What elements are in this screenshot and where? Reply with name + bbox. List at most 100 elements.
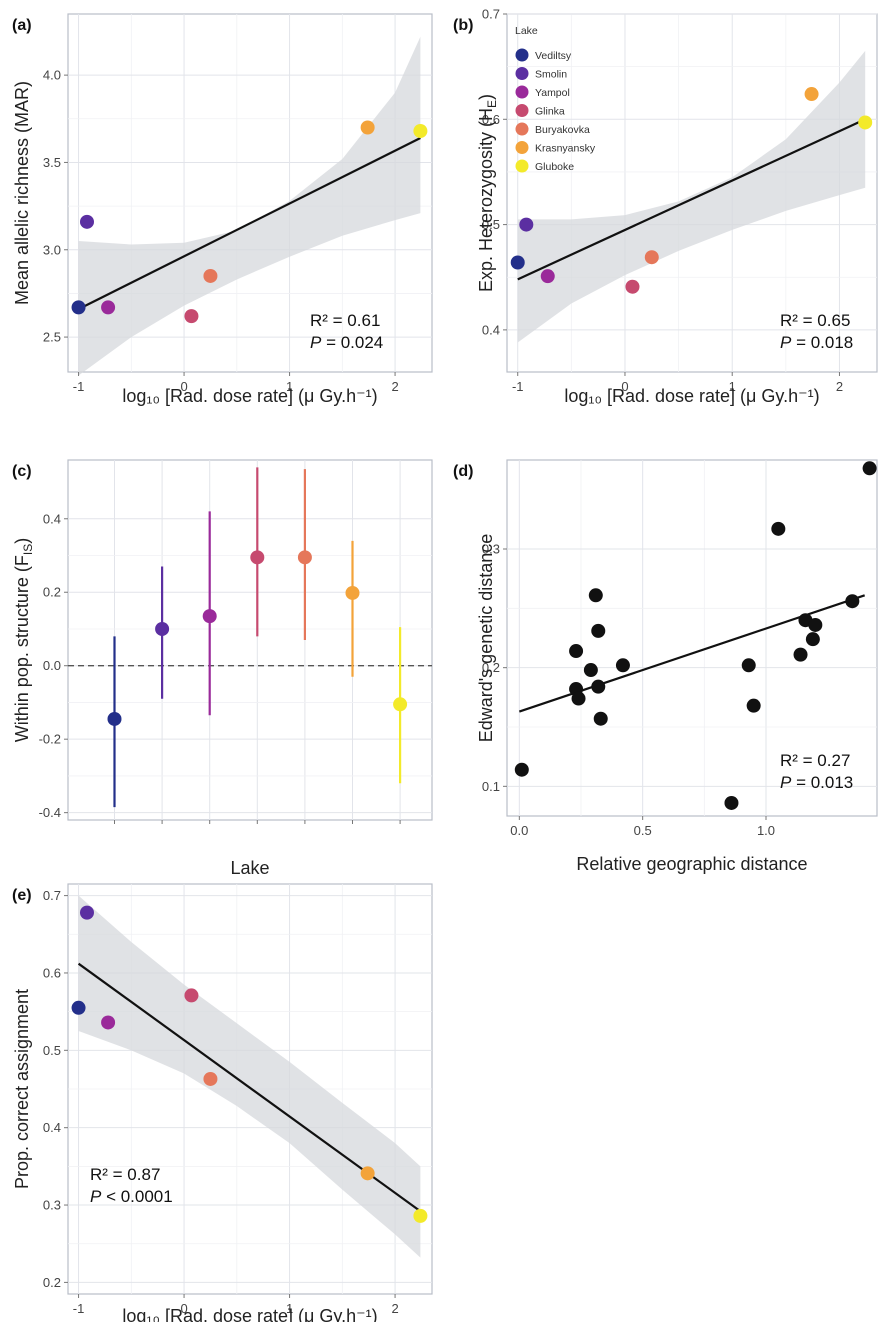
data-point	[588, 588, 603, 603]
y-tick-label: 2.5	[43, 330, 61, 345]
x-tick-label: -1	[512, 379, 524, 394]
data-point-yampol	[540, 269, 555, 284]
data-point-vediltsy	[107, 711, 122, 726]
data-point-glinka	[250, 550, 265, 565]
panel-label: (b)	[453, 17, 473, 34]
x-tick-label: 0	[180, 379, 187, 394]
r-squared-label: R² = 0.61	[310, 311, 380, 330]
x-tick-label: 1	[286, 1301, 293, 1316]
data-point-vediltsy	[510, 255, 525, 270]
y-axis-label: Prop. correct assignment	[12, 989, 32, 1189]
confidence-band	[78, 36, 421, 376]
legend-key-buryakovka	[515, 122, 529, 136]
plot-area	[67, 459, 433, 821]
legend-label-smolin: Smolin	[535, 69, 567, 81]
y-tick-label: 0.1	[482, 779, 500, 794]
y-tick-label: 0.3	[43, 1198, 61, 1213]
data-point	[808, 617, 823, 632]
data-point	[593, 711, 608, 726]
panel-label: (c)	[12, 463, 32, 480]
legend-label-yampol: Yampol	[535, 87, 570, 99]
r-squared-label: R² = 0.27	[780, 751, 850, 770]
x-tick-label: 0	[180, 1301, 187, 1316]
x-tick-label: 2	[391, 379, 398, 394]
data-point-buryakovka	[203, 1071, 218, 1086]
data-point-gluboke	[393, 697, 408, 712]
x-tick-label: 0	[621, 379, 628, 394]
data-point	[583, 663, 598, 678]
data-point-vediltsy	[71, 300, 86, 315]
panel-c: -0.4 -0.2 0.0 0.2 0.4 (c) Within pop. structur…	[12, 459, 433, 878]
data-point	[591, 679, 606, 694]
data-point	[591, 623, 606, 638]
x-tick-label: 0.5	[634, 823, 652, 838]
legend-label-glinka: Glinka	[535, 106, 565, 118]
legend-label-vediltsy: Vediltsy	[535, 50, 572, 62]
data-point-gluboke	[413, 124, 428, 139]
x-tick-label: 1.0	[757, 823, 775, 838]
x-axis-label: Relative geographic distance	[576, 854, 807, 874]
y-axis-label: Within pop. structure (FIS)	[12, 538, 35, 742]
y-tick-label: 0.7	[482, 7, 500, 22]
data-point-krasnyansky	[804, 87, 819, 102]
legend-key-gluboke	[515, 159, 529, 173]
x-axis-label: log₁₀ [Rad. dose rate] (μ Gy.h⁻¹)	[122, 386, 377, 406]
y-tick-label: 3.5	[43, 155, 61, 170]
data-point-buryakovka	[644, 250, 659, 265]
legend-title: Lake	[515, 25, 538, 37]
data-point-buryakovka	[203, 268, 218, 283]
panel-label: (e)	[12, 887, 32, 904]
regression-line	[78, 137, 421, 311]
x-tick-label: 0.0	[510, 823, 528, 838]
data-point-vediltsy	[71, 1000, 86, 1015]
y-tick-label: -0.2	[39, 732, 61, 747]
y-tick-label: 0.0	[43, 658, 61, 673]
y-tick-label: 4.0	[43, 68, 61, 83]
confidence-band	[78, 895, 421, 1258]
legend-label-krasnyansky: Krasnyansky	[535, 143, 596, 155]
y-tick-label: 0.3	[482, 542, 500, 557]
panel-label: (d)	[453, 463, 473, 480]
data-point-smolin	[79, 905, 94, 920]
data-point-gluboke	[858, 115, 873, 130]
data-point	[845, 594, 860, 609]
r-squared-label: R² = 0.65	[780, 311, 850, 330]
x-tick-label: 2	[836, 379, 843, 394]
y-tick-label: 0.6	[43, 965, 61, 980]
x-axis-label: log₁₀ [Rad. dose rate] (μ Gy.h⁻¹)	[122, 1306, 377, 1322]
p-value-label: P < 0.0001	[90, 1187, 173, 1206]
data-point	[771, 521, 786, 536]
panel-a: -1 0 1 2 2.5 3.0 3.5 4.0 (a) Mean allelic richnes…	[12, 13, 433, 406]
legend-label-buryakovka: Buryakovka	[535, 124, 590, 136]
x-axis-label: log₁₀ [Rad. dose rate] (μ Gy.h⁻¹)	[564, 386, 819, 406]
data-point-smolin	[79, 214, 94, 229]
y-tick-label: 0.2	[482, 660, 500, 675]
data-point-buryakovka	[297, 550, 312, 565]
panel-label: (a)	[12, 17, 32, 34]
x-tick-label: 1	[286, 379, 293, 394]
data-point-glinka	[184, 309, 199, 324]
data-point	[514, 762, 529, 777]
data-point-smolin	[155, 621, 170, 636]
legend-key-krasnyansky	[515, 141, 529, 154]
data-point	[805, 632, 820, 647]
legend-key-vediltsy	[515, 48, 529, 62]
legend: Lake Vediltsy Smolin Yampol Glinka Buryakovka…	[515, 25, 596, 173]
regression-line	[517, 118, 866, 281]
y-axis-label: Mean allelic richness (MAR)	[12, 81, 32, 305]
data-point-yampol	[202, 609, 217, 624]
x-tick-label: -1	[73, 379, 85, 394]
y-tick-label: 0.6	[482, 112, 500, 127]
p-value-label: P = 0.018	[780, 333, 853, 352]
data-point-yampol	[101, 300, 116, 315]
data-point-glinka	[184, 988, 199, 1003]
data-point	[569, 644, 584, 659]
data-point-krasnyansky	[360, 120, 375, 135]
data-point	[571, 691, 586, 706]
panel-d: 0.0 0.5 1.0 0.1 0.2 0.3 (d) Edward's genetic di…	[453, 459, 878, 874]
x-tick-label: -1	[73, 1301, 85, 1316]
legend-label-gluboke: Gluboke	[535, 161, 574, 173]
panel-b: -1 0 1 2 0.4 0.5 0.6 0.7 (b) Exp. Heterozygosity …	[453, 7, 878, 406]
x-tick-label: 2	[391, 1301, 398, 1316]
y-tick-label: 0.2	[43, 585, 61, 600]
